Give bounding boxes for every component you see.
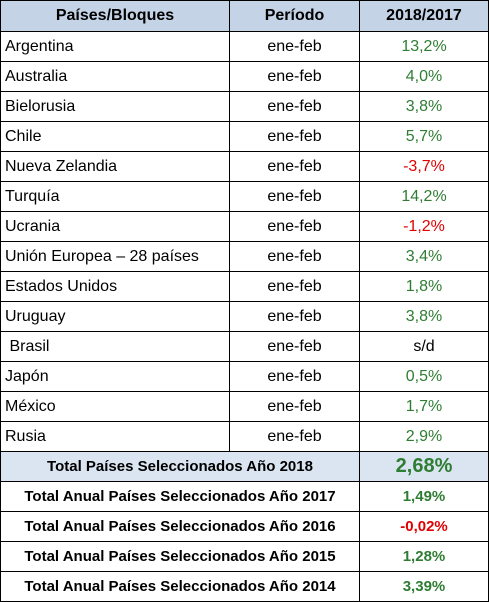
table-row: Argentina ene-feb 13,2% — [0, 31, 489, 62]
table-row: Australia ene-feb 4,0% — [0, 61, 489, 92]
table-row: Nueva Zelandia ene-feb -3,7% — [0, 151, 489, 182]
total-row-current: Total Países Seleccionados Año 2018 2,68… — [0, 451, 489, 482]
period-cell: ene-feb — [229, 391, 360, 422]
table-header: Países/Bloques Período 2018/2017 — [0, 0, 489, 32]
value-cell: 1,7% — [359, 391, 489, 422]
table-row: Turquía ene-feb 14,2% — [0, 181, 489, 212]
country-cell: Unión Europea – 28 países — [0, 241, 230, 272]
total-label: Total Países Seleccionados Año 2018 — [0, 451, 360, 482]
table-row: Unión Europea – 28 países ene-feb 3,4% — [0, 241, 489, 272]
value-cell: 5,7% — [359, 121, 489, 152]
table-body: Argentina ene-feb 13,2% Australia ene-fe… — [0, 31, 489, 602]
period-cell: ene-feb — [229, 271, 360, 302]
value-cell: 4,0% — [359, 61, 489, 92]
table-row: Bielorusia ene-feb 3,8% — [0, 91, 489, 122]
period-cell: ene-feb — [229, 331, 360, 362]
period-cell: ene-feb — [229, 361, 360, 392]
country-cell: Chile — [0, 121, 230, 152]
value-cell: 1,8% — [359, 271, 489, 302]
country-cell: Nueva Zelandia — [0, 151, 230, 182]
header-row: Países/Bloques Período 2018/2017 — [0, 0, 489, 32]
country-cell: Brasil — [0, 331, 230, 362]
value-cell: -3,7% — [359, 151, 489, 182]
total-row: Total Anual Países Seleccionados Año 201… — [0, 511, 489, 542]
country-cell: Ucrania — [0, 211, 230, 242]
table-row: Uruguay ene-feb 3,8% — [0, 301, 489, 332]
total-label: Total Anual Países Seleccionados Año 201… — [0, 481, 360, 512]
total-value: 1,49% — [359, 481, 489, 512]
header-ratio: 2018/2017 — [359, 0, 489, 32]
period-cell: ene-feb — [229, 241, 360, 272]
table-row: Estados Unidos ene-feb 1,8% — [0, 271, 489, 302]
total-label: Total Anual Países Seleccionados Año 201… — [0, 541, 360, 572]
value-cell: 13,2% — [359, 31, 489, 62]
period-cell: ene-feb — [229, 31, 360, 62]
table-row: México ene-feb 1,7% — [0, 391, 489, 422]
period-cell: ene-feb — [229, 151, 360, 182]
country-cell: Uruguay — [0, 301, 230, 332]
period-cell: ene-feb — [229, 91, 360, 122]
table-row: Brasil ene-feb s/d — [0, 331, 489, 362]
country-cell: Argentina — [0, 31, 230, 62]
value-cell: 0,5% — [359, 361, 489, 392]
country-cell: Australia — [0, 61, 230, 92]
total-row: Total Anual Países Seleccionados Año 201… — [0, 541, 489, 572]
header-period: Período — [229, 0, 360, 32]
total-row: Total Anual Países Seleccionados Año 201… — [0, 481, 489, 512]
total-value: 1,28% — [359, 541, 489, 572]
total-label: Total Anual Países Seleccionados Año 201… — [0, 511, 360, 542]
period-cell: ene-feb — [229, 301, 360, 332]
country-cell: Estados Unidos — [0, 271, 230, 302]
period-cell: ene-feb — [229, 121, 360, 152]
country-cell: Bielorusia — [0, 91, 230, 122]
table-row: Chile ene-feb 5,7% — [0, 121, 489, 152]
period-cell: ene-feb — [229, 421, 360, 452]
value-cell: 3,8% — [359, 301, 489, 332]
value-cell: 3,8% — [359, 91, 489, 122]
country-cell: Rusia — [0, 421, 230, 452]
total-value: 3,39% — [359, 571, 489, 602]
country-cell: Japón — [0, 361, 230, 392]
header-countries: Países/Bloques — [0, 0, 230, 32]
total-label: Total Anual Países Seleccionados Año 201… — [0, 571, 360, 602]
value-cell: 3,4% — [359, 241, 489, 272]
country-cell: México — [0, 391, 230, 422]
total-value: 2,68% — [359, 451, 489, 482]
country-cell: Turquía — [0, 181, 230, 212]
value-cell: s/d — [359, 331, 489, 362]
table-row: Japón ene-feb 0,5% — [0, 361, 489, 392]
value-cell: -1,2% — [359, 211, 489, 242]
period-cell: ene-feb — [229, 181, 360, 212]
total-row: Total Anual Países Seleccionados Año 201… — [0, 571, 489, 602]
value-cell: 14,2% — [359, 181, 489, 212]
value-cell: 2,9% — [359, 421, 489, 452]
table-row: Ucrania ene-feb -1,2% — [0, 211, 489, 242]
period-cell: ene-feb — [229, 61, 360, 92]
period-cell: ene-feb — [229, 211, 360, 242]
table-row: Rusia ene-feb 2,9% — [0, 421, 489, 452]
total-value: -0,02% — [359, 511, 489, 542]
